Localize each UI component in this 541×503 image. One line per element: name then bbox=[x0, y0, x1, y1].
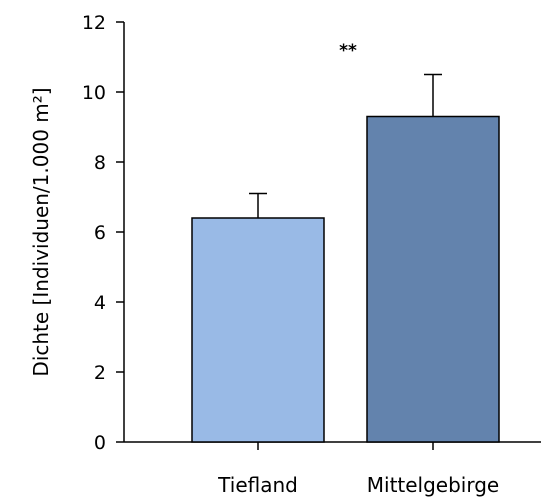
error-bars bbox=[249, 73, 442, 218]
bars bbox=[191, 115, 500, 443]
y-axis: 0 2 4 6 8 10 12 bbox=[82, 12, 125, 454]
bar-mittelgebirge bbox=[366, 115, 500, 443]
y-tick-label: 2 bbox=[94, 362, 106, 384]
y-tick-label: 0 bbox=[94, 432, 106, 454]
category-label: Mittelgebirge bbox=[367, 473, 499, 497]
y-axis-title: Dichte [Individuen/1.000 m²] bbox=[29, 87, 53, 376]
y-tick-label: 8 bbox=[94, 152, 106, 174]
category-label: Tiefland bbox=[217, 473, 298, 497]
y-tick-label: 10 bbox=[82, 82, 106, 104]
bar-tiefland bbox=[191, 217, 325, 443]
x-axis bbox=[124, 441, 541, 450]
category-labels: Tiefland Mittelgebirge bbox=[217, 473, 499, 497]
y-tick-label: 12 bbox=[82, 12, 106, 34]
annotations: ** bbox=[339, 41, 357, 61]
y-tick-label: 6 bbox=[94, 222, 106, 244]
y-tick-label: 4 bbox=[94, 292, 106, 314]
significance-label: ** bbox=[339, 41, 357, 61]
